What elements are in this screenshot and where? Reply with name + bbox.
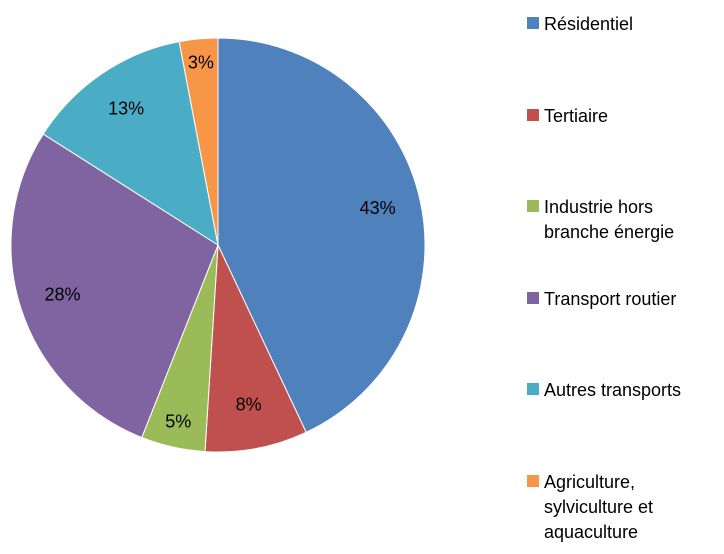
legend-label: Agriculture, sylviculture et aquaculture <box>544 472 654 542</box>
legend-item: Agriculture, sylviculture et aquaculture <box>527 470 724 545</box>
legend-item: Industrie hors branche énergie <box>527 195 724 245</box>
legend: Résidentiel Tertiaire Industrie hors branc… <box>527 0 724 554</box>
data-label: 13% <box>108 98 144 118</box>
legend-label: Industrie hors branche énergie <box>544 197 675 243</box>
legend-swatch <box>527 200 539 213</box>
legend-label: Tertiaire <box>544 105 609 126</box>
legend-swatch <box>527 383 539 396</box>
legend-swatch <box>527 17 539 29</box>
data-label: 28% <box>44 284 80 304</box>
chart: 43% 8% 5% 28% 13% 3% <box>10 37 426 453</box>
legend-item: Autres transports <box>527 378 724 403</box>
legend-swatch <box>527 291 539 304</box>
legend-label: Résidentiel <box>544 14 634 34</box>
data-label: 3% <box>188 52 214 72</box>
data-label: 43% <box>360 198 396 218</box>
data-label: 8% <box>236 394 262 414</box>
legend-label: Transport routier <box>544 288 677 309</box>
pie-slice <box>42 41 219 247</box>
pie-slice <box>10 133 219 439</box>
legend-item: Résidentiel <box>527 12 724 37</box>
legend-item: Transport routier <box>527 287 724 312</box>
pie-slice <box>204 244 307 453</box>
legend-label: Autres transports <box>544 380 682 401</box>
data-label: 5% <box>165 412 191 432</box>
legend-item: Tertiaire <box>527 104 724 129</box>
pie-slice <box>178 37 219 246</box>
legend-swatch <box>527 475 539 487</box>
legend-swatch <box>527 108 539 121</box>
pie-slice <box>217 37 426 433</box>
